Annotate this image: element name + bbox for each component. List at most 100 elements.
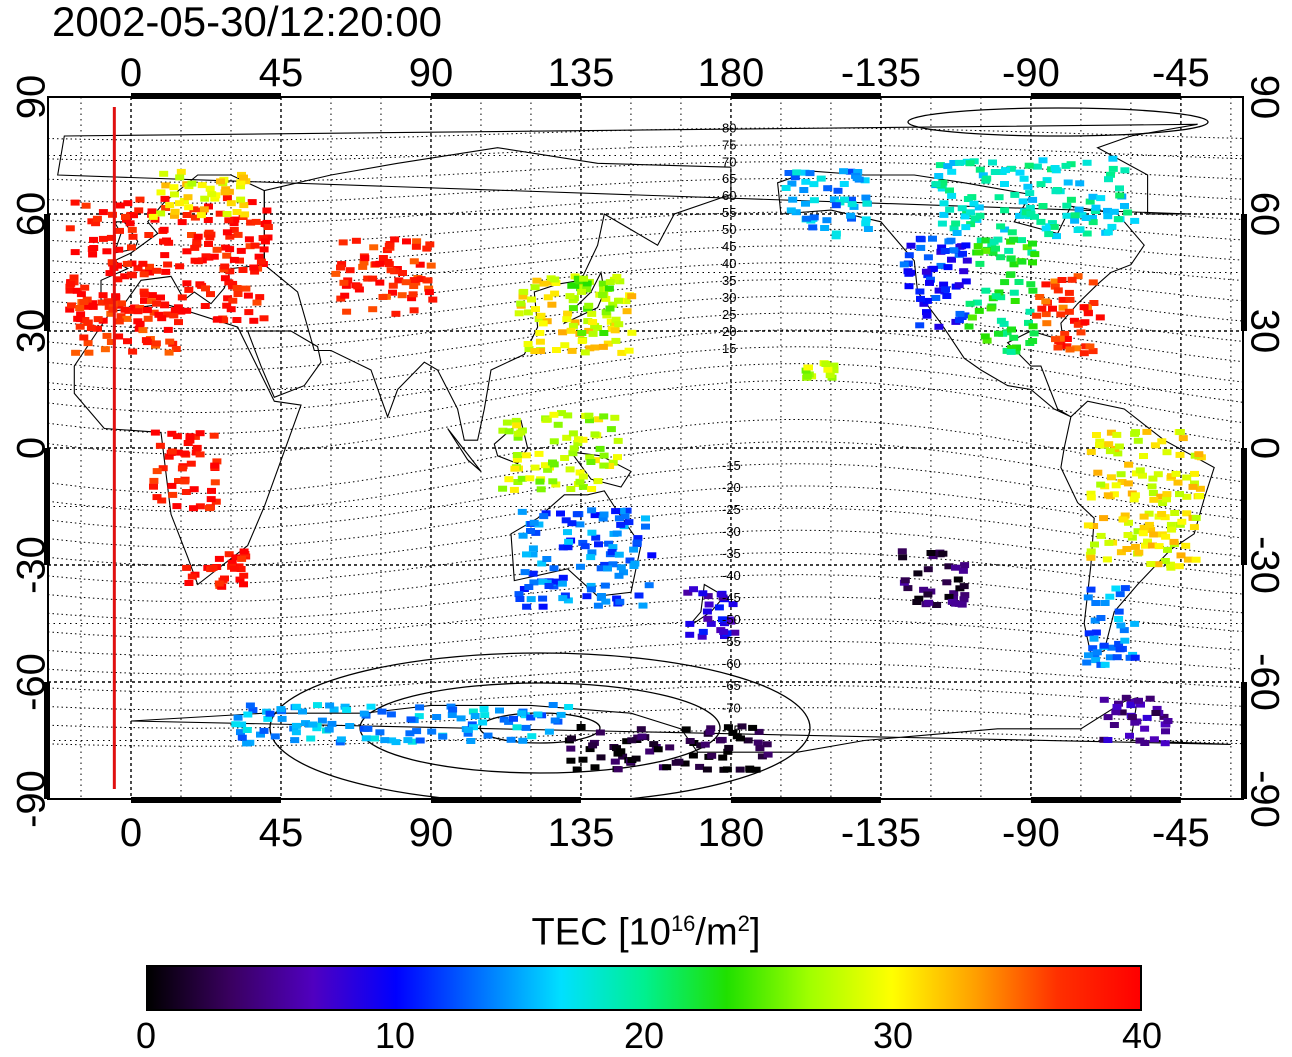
tec-cell	[954, 317, 964, 324]
tec-cell	[1167, 526, 1176, 533]
tec-cell	[1112, 431, 1122, 438]
tec-cell	[103, 298, 113, 305]
left-latitude-label: 30	[10, 309, 54, 354]
tec-cell	[847, 196, 856, 203]
tec-cell	[175, 174, 185, 181]
tec-cell	[243, 711, 253, 718]
tec-cell	[182, 212, 192, 218]
tec-region	[1099, 694, 1173, 747]
tec-cell	[172, 503, 182, 510]
tec-cell	[925, 279, 934, 286]
tec-cell	[1050, 283, 1060, 290]
tec-cell	[820, 225, 830, 231]
tec-cell	[1026, 210, 1036, 217]
tec-cell	[1009, 261, 1019, 268]
tec-cell	[805, 170, 815, 177]
tec-cell	[575, 521, 585, 528]
tec-cell	[1104, 539, 1114, 546]
tec-cell	[195, 503, 205, 510]
bottom-longitude-label: -90	[1002, 811, 1060, 855]
tec-cell	[942, 579, 952, 586]
tec-cell	[1171, 470, 1181, 477]
tec-cell	[211, 498, 221, 505]
tec-cell	[113, 262, 122, 269]
tec-cell	[612, 530, 622, 537]
tec-cell	[816, 175, 826, 182]
tec-cell	[1173, 479, 1183, 486]
tec-cell	[409, 258, 419, 265]
tec-cell	[97, 299, 107, 306]
tec-cell	[1142, 428, 1152, 435]
tec-cell	[139, 271, 149, 278]
tec-cell	[222, 252, 232, 259]
tec-cell	[981, 287, 991, 294]
tec-cell	[511, 417, 521, 424]
tec-cell	[249, 317, 259, 324]
tec-cell	[823, 366, 833, 373]
tec-cell	[1116, 471, 1126, 478]
tec-cell	[84, 349, 94, 356]
tec-cell	[1042, 177, 1052, 184]
tec-cell	[123, 338, 132, 345]
magnetic-latitude-label: -55	[722, 634, 741, 649]
tec-region	[964, 236, 1040, 355]
tec-cell	[1029, 330, 1039, 337]
tec-cell	[1105, 593, 1115, 600]
tec-cell	[531, 306, 540, 313]
tec-cell	[517, 710, 527, 717]
tec-cell	[377, 708, 387, 715]
tec-cell	[980, 333, 990, 340]
tec-cell	[1086, 494, 1096, 501]
magnetic-contour	[48, 346, 1243, 413]
tec-cell	[937, 244, 947, 251]
tec-cell	[982, 175, 992, 182]
tec-cell	[996, 223, 1006, 230]
tec-cell	[187, 180, 197, 187]
tec-cell	[1158, 500, 1168, 506]
tec-cell	[604, 540, 614, 547]
tec-cell	[1035, 294, 1045, 300]
tec-cell	[566, 745, 576, 752]
tec-cell	[1153, 471, 1163, 478]
tec-cell	[697, 633, 707, 640]
tec-cell	[232, 209, 242, 215]
tec-cell	[175, 263, 185, 270]
tec-cell	[522, 551, 531, 558]
tec-cell	[613, 766, 623, 773]
tec-cell	[222, 302, 232, 309]
tec-cell	[952, 230, 962, 236]
tec-cell	[534, 316, 544, 322]
tec-cell	[564, 538, 574, 545]
tec-cell	[170, 307, 180, 314]
tec-cell	[561, 517, 571, 524]
frame-bar	[730, 797, 881, 803]
tec-cell	[336, 736, 346, 743]
right-latitude-label: 90	[1242, 75, 1286, 120]
tec-cell	[79, 334, 89, 341]
tec-cell	[1140, 725, 1150, 732]
tec-cell	[1156, 493, 1166, 500]
tec-cell	[1041, 311, 1051, 318]
frame-bar	[1030, 797, 1181, 803]
tec-cell	[916, 236, 926, 243]
tec-cell	[1125, 654, 1135, 661]
tec-cell	[245, 243, 255, 250]
frame-bar	[1241, 682, 1247, 799]
tec-cell	[174, 319, 183, 326]
tec-cell	[125, 220, 135, 227]
tec-cell	[375, 279, 385, 286]
tec-cell	[600, 582, 610, 589]
magnetic-latitude-label: 25	[722, 307, 736, 322]
tec-cell	[246, 219, 256, 226]
tec-cell	[254, 253, 264, 260]
tec-cell	[1108, 165, 1118, 172]
tec-cell	[325, 702, 335, 709]
tec-cell	[133, 265, 143, 272]
tec-cell	[616, 564, 626, 571]
tec-cell	[523, 341, 533, 347]
tec-cell	[91, 220, 101, 227]
tec-cell	[1086, 448, 1096, 455]
tec-cell	[683, 589, 693, 596]
tec-cell	[1015, 212, 1025, 219]
tec-cell	[1188, 483, 1198, 490]
